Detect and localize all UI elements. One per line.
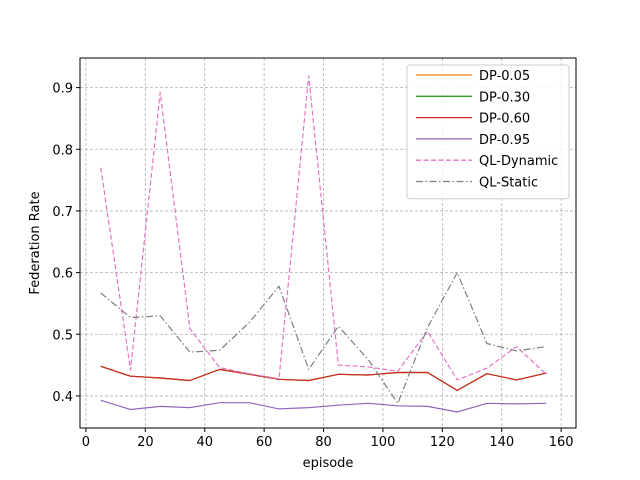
plot-frame bbox=[79, 57, 577, 429]
series-lines bbox=[100, 75, 547, 413]
y-tick-label: 0.4 bbox=[52, 390, 73, 405]
x-tick-label: 20 bbox=[137, 435, 154, 450]
legend: DP-0.05 DP-0.30 DP-0.60 DP-0.95 QL-Dynamic QL… bbox=[406, 64, 570, 200]
legend-box bbox=[406, 64, 570, 200]
x-tick-label: 0 bbox=[82, 435, 90, 450]
series-line-ql-static bbox=[100, 272, 547, 404]
x-tick-label: 80 bbox=[315, 435, 332, 450]
x-tick-label: 140 bbox=[489, 435, 514, 450]
y-tick-label: 0.8 bbox=[52, 143, 73, 158]
x-axis: 0 20 40 60 80 100 120 140 160 bbox=[82, 428, 574, 450]
y-tick-label: 0.7 bbox=[52, 205, 73, 220]
series-line-dp-0-60 bbox=[100, 365, 547, 391]
series-line-ql-dynamic bbox=[100, 75, 547, 381]
x-tick-label: 160 bbox=[549, 435, 574, 450]
legend-label: QL-Static bbox=[479, 176, 538, 191]
x-tick-label: 60 bbox=[256, 435, 273, 450]
legend-label: DP-0.60 bbox=[479, 112, 530, 127]
y-tick-label: 0.5 bbox=[52, 328, 73, 343]
y-axis-label: Federation Rate bbox=[28, 191, 43, 294]
legend-label: DP-0.95 bbox=[479, 133, 530, 148]
y-tick-label: 0.9 bbox=[52, 82, 73, 97]
legend-label: DP-0.30 bbox=[479, 90, 530, 105]
x-tick-label: 100 bbox=[371, 435, 396, 450]
x-tick-label: 40 bbox=[196, 435, 213, 450]
legend-label: QL-Dynamic bbox=[479, 154, 558, 169]
y-tick-label: 0.6 bbox=[52, 267, 73, 282]
series-line-dp-0-95 bbox=[100, 399, 547, 413]
legend-label: DP-0.05 bbox=[479, 69, 530, 84]
x-tick-label: 120 bbox=[430, 435, 455, 450]
x-axis-label: episode bbox=[303, 456, 354, 471]
y-axis: 0.4 0.5 0.6 0.7 0.8 0.9 bbox=[52, 82, 80, 405]
